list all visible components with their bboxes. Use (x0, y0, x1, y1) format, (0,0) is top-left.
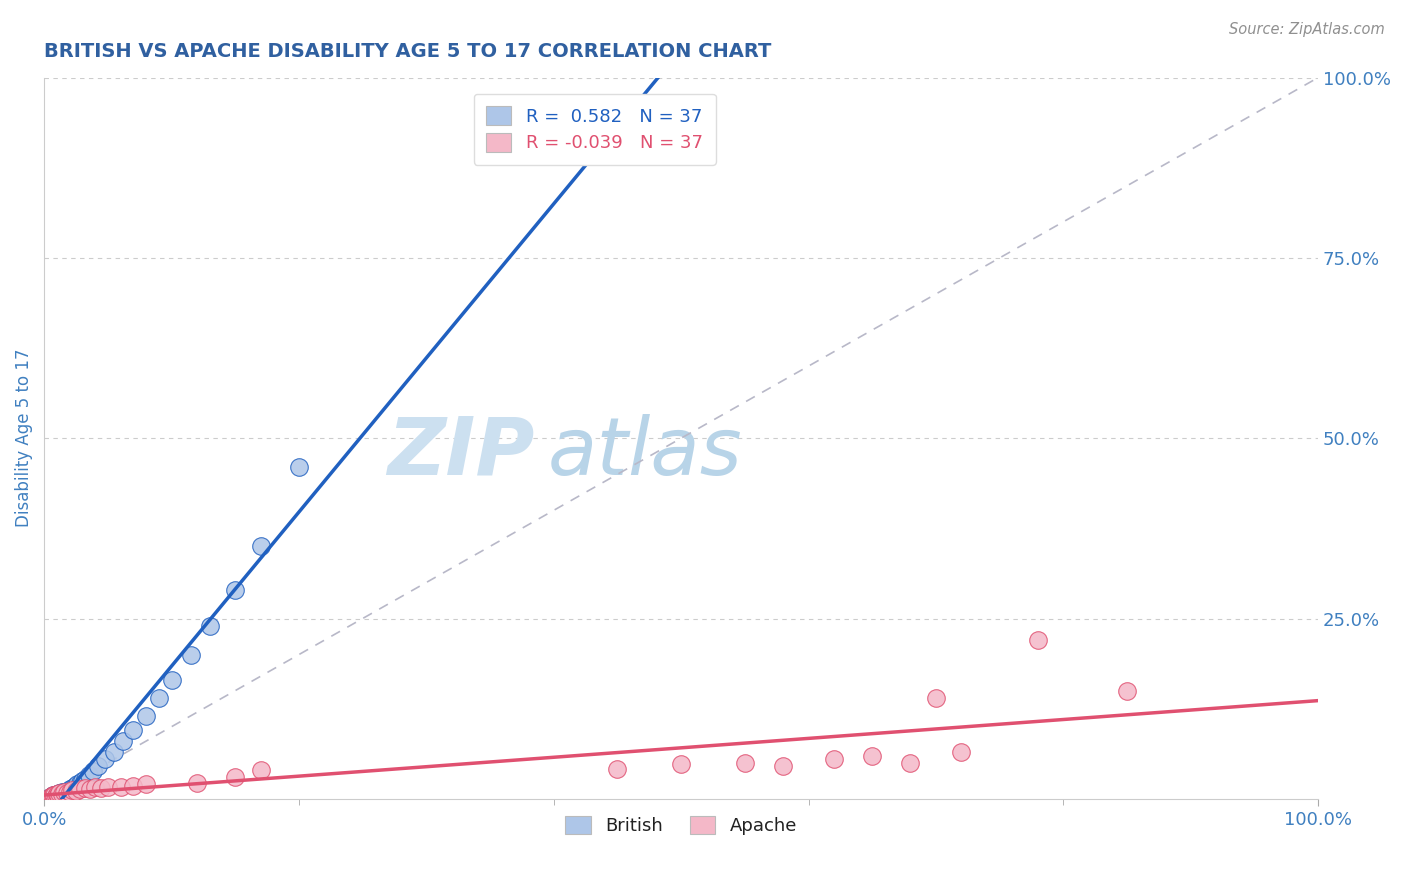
Point (45, 789, 67, 803)
Point (49, 787, 72, 801)
Point (73, 780, 96, 795)
Point (90, 780, 112, 795)
Point (46, 788, 69, 802)
Point (45, 787, 67, 801)
Point (58, 782, 80, 797)
Point (51, 785, 73, 799)
Point (63, 779, 86, 793)
Point (224, 582, 246, 597)
Text: BRITISH VS APACHE DISABILITY AGE 5 TO 17 CORRELATION CHART: BRITISH VS APACHE DISABILITY AGE 5 TO 17… (44, 42, 772, 61)
Point (135, 709, 157, 723)
Point (73, 772, 96, 786)
Point (72, 773, 94, 788)
Point (84, 780, 107, 795)
Point (46, 788, 69, 802)
Point (55, 785, 77, 799)
Point (53, 785, 76, 799)
Point (56, 784, 79, 798)
Point (69, 782, 91, 797)
Point (66, 777, 89, 791)
Point (39, 789, 62, 804)
Point (60, 783, 83, 797)
Point (1116, 683, 1139, 698)
Point (249, 540, 271, 554)
Point (135, 777, 157, 791)
Point (56, 786, 79, 800)
Point (53, 784, 76, 798)
Point (97, 780, 120, 794)
Point (69, 776, 91, 790)
Point (45, 789, 67, 803)
Point (58, 784, 80, 798)
Point (860, 748, 883, 763)
Legend: British, Apache: British, Apache (557, 806, 806, 844)
Point (45, 787, 67, 801)
Point (186, 776, 208, 790)
Point (823, 752, 845, 766)
Text: ZIP: ZIP (387, 414, 534, 491)
Point (41, 789, 63, 803)
Point (900, 756, 922, 770)
Point (42, 789, 65, 803)
Point (249, 763, 271, 777)
Point (82, 764, 104, 779)
Point (51, 787, 73, 801)
Point (669, 757, 692, 772)
Text: atlas: atlas (547, 414, 742, 491)
Point (160, 673, 183, 687)
Point (44, 788, 66, 802)
Point (606, 762, 628, 776)
Point (41, 789, 63, 803)
Point (48, 786, 70, 800)
Point (65, 784, 87, 798)
Point (42, 789, 65, 803)
Point (110, 780, 132, 795)
Point (39, 789, 62, 804)
Point (772, 759, 794, 773)
Point (1026, 633, 1049, 648)
Point (79, 781, 101, 796)
Point (122, 723, 145, 738)
Text: Source: ZipAtlas.com: Source: ZipAtlas.com (1229, 22, 1385, 37)
Point (44, 789, 66, 803)
Point (734, 756, 756, 770)
Point (52, 786, 75, 800)
Point (48, 786, 70, 800)
Point (950, 745, 973, 759)
Point (60, 780, 83, 795)
Point (122, 779, 145, 793)
Point (45, 788, 67, 802)
Point (288, 460, 311, 475)
Point (103, 745, 125, 759)
Point (77, 768, 100, 782)
Point (112, 734, 135, 748)
Point (224, 770, 246, 784)
Point (180, 648, 202, 662)
Point (86, 759, 108, 773)
Point (925, 690, 948, 705)
Point (94, 752, 117, 766)
Y-axis label: Disability Age 5 to 17: Disability Age 5 to 17 (15, 349, 32, 527)
Point (198, 618, 221, 632)
Point (148, 690, 170, 705)
